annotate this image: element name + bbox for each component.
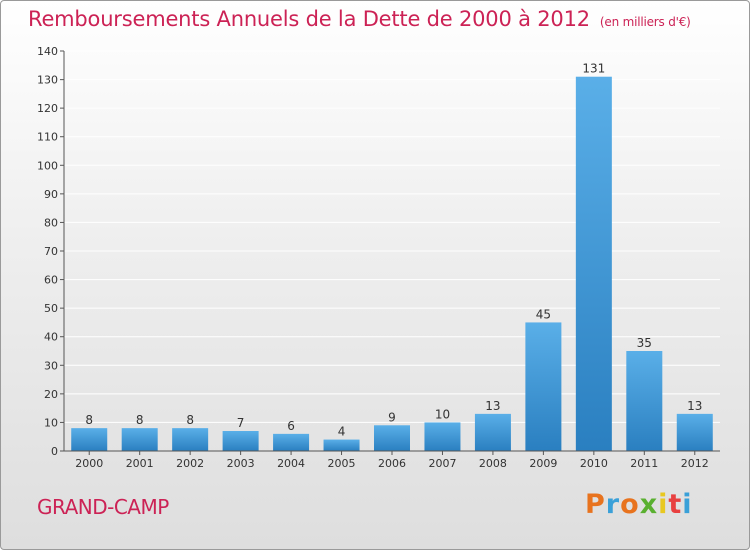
x-tick-label: 2001 [126,457,154,470]
logo-letter: P [585,489,606,520]
y-tick-label: 80 [44,216,58,229]
town-name: GRAND-CAMP [37,495,169,519]
data-label: 9 [388,410,396,424]
bar-2001 [121,428,158,451]
logo-letter: i [658,489,669,520]
logo-letter: o [620,489,640,520]
logo-letter: i [682,489,693,520]
data-label: 8 [136,413,144,427]
x-tick-label: 2007 [428,457,456,470]
y-axis: 0 10 20 30 40 50 60 70 80 90 100 110 120 130 140 [37,45,65,458]
x-axis: 2000 2001 2002 2003 2004 2005 2006 2007 2008 2009… [64,450,720,470]
y-tick-label: 130 [37,74,58,87]
y-tick-label: 50 [44,302,58,315]
x-tick-label: 2009 [529,457,557,470]
data-label: 13 [687,399,702,413]
y-tick-label: 70 [44,245,58,258]
grid-lines [64,50,720,423]
x-tick-label: 2008 [479,457,507,470]
x-tick-label: 2006 [378,457,406,470]
data-label: 10 [435,407,450,421]
x-tick-label: 2004 [277,457,305,470]
data-label: 8 [186,413,194,427]
data-label: 6 [287,419,295,433]
y-tick-label: 10 [44,416,58,429]
bar-2003 [222,431,259,451]
bar-2011 [626,351,663,451]
data-label: 7 [237,416,245,430]
bar-2010 [575,76,612,451]
y-tick-label: 20 [44,388,58,401]
data-label: 35 [637,336,652,350]
chart-title: Remboursements Annuels de la Dette de 20… [28,7,691,31]
y-tick-label: 110 [37,131,58,144]
data-label: 131 [582,62,605,76]
y-tick-label: 120 [37,102,58,115]
bar-2004 [273,433,310,451]
y-tick-label: 30 [44,359,58,372]
x-tick-label: 2002 [176,457,204,470]
chart-subtitle: (en milliers d'€) [599,15,691,29]
data-label: 8 [85,413,93,427]
x-tick-label: 2011 [630,457,658,470]
logo-letter: x [639,489,659,520]
bar-2007 [424,422,461,451]
bar-2008 [474,413,511,451]
data-label: 4 [338,425,346,439]
bar-2006 [374,425,410,451]
x-tick-label: 2000 [75,457,103,470]
x-tick-label: 2010 [580,457,608,470]
x-tick-label: 2003 [227,457,255,470]
logo-letter: t [668,489,683,520]
bars: 8 8 8 7 6 4 9 10 13 45 131 35 13 [71,62,713,451]
bar-2009 [525,322,562,451]
y-tick-label: 40 [44,331,58,344]
bar-2000 [71,428,108,451]
proxiti-logo: Proxiti [585,489,693,520]
y-tick-label: 90 [44,188,58,201]
bar-2012 [676,413,713,451]
y-tick-label: 140 [37,45,58,58]
bar-2002 [172,428,209,451]
y-tick-label: 100 [37,159,58,172]
data-label: 13 [485,399,500,413]
y-tick-label: 0 [51,445,58,458]
bar-2005 [323,439,360,451]
y-tick-label: 60 [44,274,58,287]
logo-letter: r [605,489,621,520]
x-tick-label: 2005 [328,457,356,470]
x-tick-label: 2012 [681,457,709,470]
chart-title-text: Remboursements Annuels de la Dette de 20… [28,7,590,31]
data-label: 45 [536,307,551,321]
